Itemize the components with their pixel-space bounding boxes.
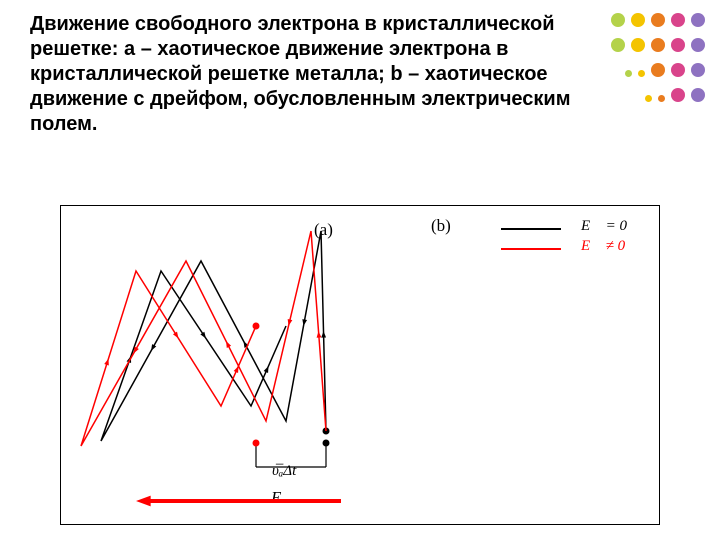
- diagram-frame: (a) (b) E⃗ = 0 E⃗ ≠ 0 υ̅ₐΔt E⃗: [60, 205, 660, 525]
- decor-dots: [608, 10, 708, 110]
- paths-svg: [61, 206, 659, 524]
- page-title: Движение свободного электрона в кристалл…: [30, 12, 600, 137]
